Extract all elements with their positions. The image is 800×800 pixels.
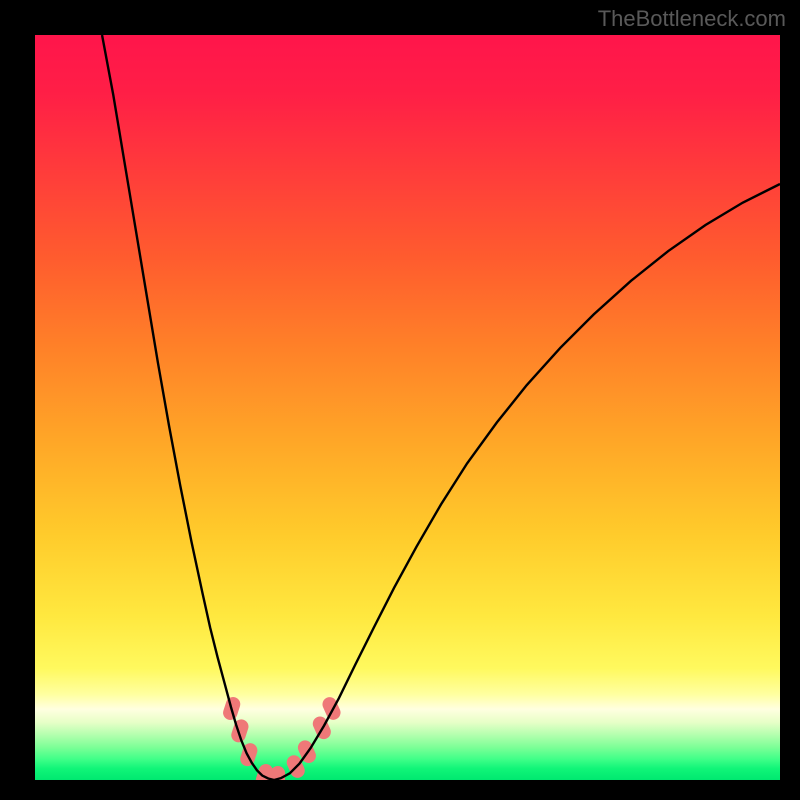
watermark-text: TheBottleneck.com [598,6,786,32]
curve-right-branch [274,184,780,780]
bottleneck-curve [35,35,780,780]
curve-left-branch [102,35,274,780]
curve-marker [229,717,250,744]
curve-marker [238,741,259,768]
chart-container: TheBottleneck.com [0,0,800,800]
